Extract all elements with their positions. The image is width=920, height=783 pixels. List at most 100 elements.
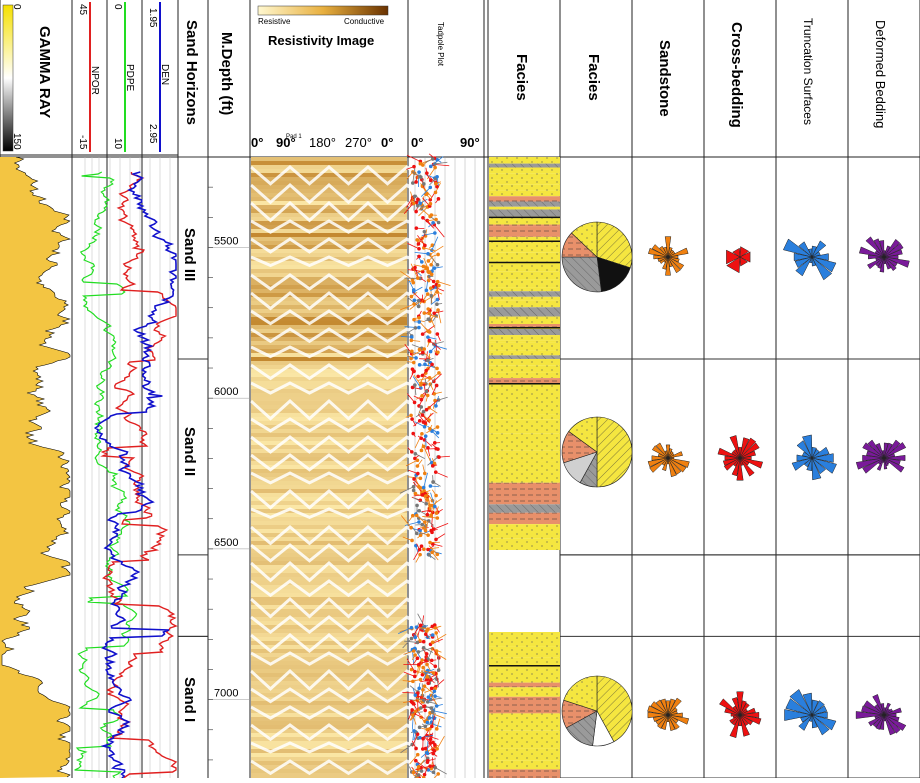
tadpole-point [429,286,433,290]
tadpole-point [414,693,418,697]
image-band [251,569,407,573]
facies-layer [489,227,560,237]
tadpole-tail [407,155,420,161]
image-band [251,605,407,609]
pdpe-title: PDPE [124,64,135,92]
tadpole-tail [418,172,419,187]
tadpole-point [426,759,430,763]
tadpole-scale-right: 90° [460,135,480,150]
tadpole-point [433,166,437,170]
tadpole-point [416,472,420,476]
tadpole-point [422,640,426,644]
facies-boundary [489,383,560,385]
tadpole-point [418,548,422,552]
facies-layer [489,749,560,761]
npor-right: -15 [77,135,88,150]
tadpole-point [435,511,439,515]
tadpole-point [421,413,425,417]
image-band [251,753,407,757]
legend-conductive: Conductive [344,17,385,26]
tadpole-point [431,221,435,225]
tadpole-point [430,659,434,663]
tadpole-point [423,684,427,688]
tadpole-point [422,698,426,702]
facies-boundary [489,327,560,329]
facies-boundary [489,241,560,243]
tadpole-point [434,218,438,222]
facies-layer [489,342,560,350]
zone-label: Sand I [181,677,198,722]
tadpole-point [430,687,434,691]
tadpole-point [428,186,432,190]
tadpole-point [426,548,430,552]
tadpole-point [431,464,435,468]
tadpole-point [437,371,441,375]
tadpole-tail [437,736,444,749]
facies-layer [489,196,560,201]
tadpole-point [414,759,418,763]
tadpole-point [428,270,432,274]
tadpole-point [434,470,438,474]
gamma-max: 150 [11,133,22,150]
image-band [251,585,407,589]
facies-layer [489,378,560,383]
facies-layer [489,657,560,665]
tadpole-point [424,434,428,438]
rose-diagrams [648,237,910,738]
image-band [251,533,407,537]
tadpole-point [436,308,440,312]
tadpole-point [419,437,423,441]
tadpole-point [418,736,422,740]
tadpole-point [427,318,431,322]
tadpole-point [423,362,427,366]
facies-layer [489,366,560,373]
tadpole-point [417,773,421,777]
tadpole-point [410,350,414,354]
image-band [251,773,407,777]
tadpole-point [420,449,424,453]
tadpole-point [425,408,429,412]
tadpole-point [416,276,420,280]
facies-layer [489,350,560,355]
tadpole-point [433,231,437,235]
image-band [251,205,407,209]
tadpole-point [411,514,415,518]
tadpole-point [431,157,435,161]
tadpole-point [414,326,418,330]
tadpole-point [410,295,414,299]
image-band [251,161,407,165]
tadpole-point [428,764,432,768]
tadpole-point [422,445,426,449]
tadpole-point [436,425,440,429]
tadpole-point [409,357,413,361]
tadpole-point [435,175,439,179]
den-left: 1.95 [147,8,158,28]
tadpole-point [416,204,420,208]
rose-title-truncation: Truncation Surfaces [801,18,815,125]
tadpole-point [412,302,416,306]
tadpole-point [410,637,414,641]
rose-title-deformed: Deformed Bedding [873,20,888,128]
resistivity-title: Resistivity Image [268,33,374,48]
tadpole-point [416,641,420,645]
tadpole-point [415,504,419,508]
image-band [251,385,407,389]
tadpole-point [424,659,428,663]
facies-layer [489,383,560,399]
tadpole-point [423,425,427,429]
tadpole-point [422,311,426,315]
tadpole-point [430,551,434,555]
tadpole-point [436,431,440,435]
facies-layer [489,335,560,340]
tadpole-point [430,294,434,298]
tadpole-point [429,350,433,354]
image-band [251,765,407,769]
depth-tick-label: 6000 [214,386,238,398]
tadpole-point [412,771,416,775]
tadpole-tail [422,233,435,236]
tadpole-point [422,486,426,490]
tadpole-point [410,335,414,339]
tadpole-point [417,170,421,174]
image-band [251,297,407,301]
legend-resistive: Resistive [258,17,291,26]
